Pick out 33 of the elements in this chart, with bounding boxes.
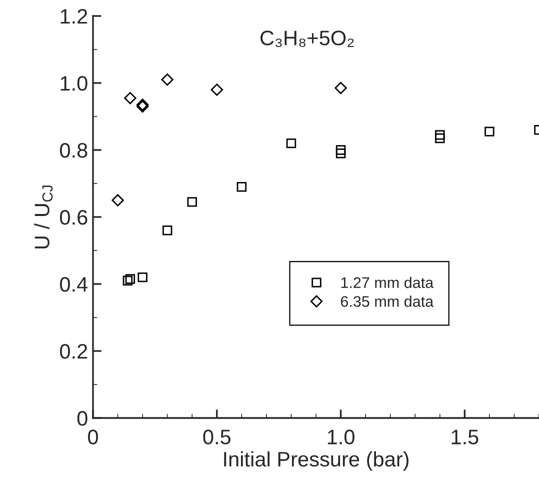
x-tick-label: 1.0: [328, 430, 354, 444]
x-tick-label: 0: [88, 430, 98, 444]
point: [334, 82, 347, 94]
y-tick-label: 0.2: [60, 344, 88, 359]
y-tick-label: 0: [77, 411, 88, 426]
point: [124, 92, 136, 104]
point: [138, 272, 148, 282]
y-axis-title: U / U$_{CJ}$: [34, 186, 53, 248]
y-tick-label: 0.8: [60, 143, 88, 158]
y-tick-label: 1.0: [60, 76, 88, 91]
x-tick-label: 0.5: [203, 430, 230, 444]
legend-label: 1.27 mm data: [341, 276, 434, 288]
point: [336, 145, 346, 155]
point: [187, 197, 197, 207]
point: [435, 133, 445, 144]
point: [210, 84, 223, 96]
point: [236, 182, 247, 192]
y-tick-label: 1.2: [60, 9, 88, 24]
point: [286, 138, 296, 148]
y-tick-label: 0.6: [60, 210, 88, 225]
legend-label: 6.35 mm data: [340, 296, 434, 307]
y-tick-label: 0.4: [60, 277, 88, 292]
point: [435, 130, 445, 140]
point: [161, 74, 174, 86]
point: [112, 194, 124, 206]
point: [122, 276, 133, 286]
text: C₃H₈+5O₂: [260, 30, 354, 48]
point: [484, 126, 494, 136]
point: [125, 274, 136, 284]
point: [162, 226, 172, 236]
point: [336, 148, 346, 158]
x-tick-label: 1.5: [452, 430, 478, 444]
x-axis-title: Initial Pressure (bar): [224, 451, 408, 471]
